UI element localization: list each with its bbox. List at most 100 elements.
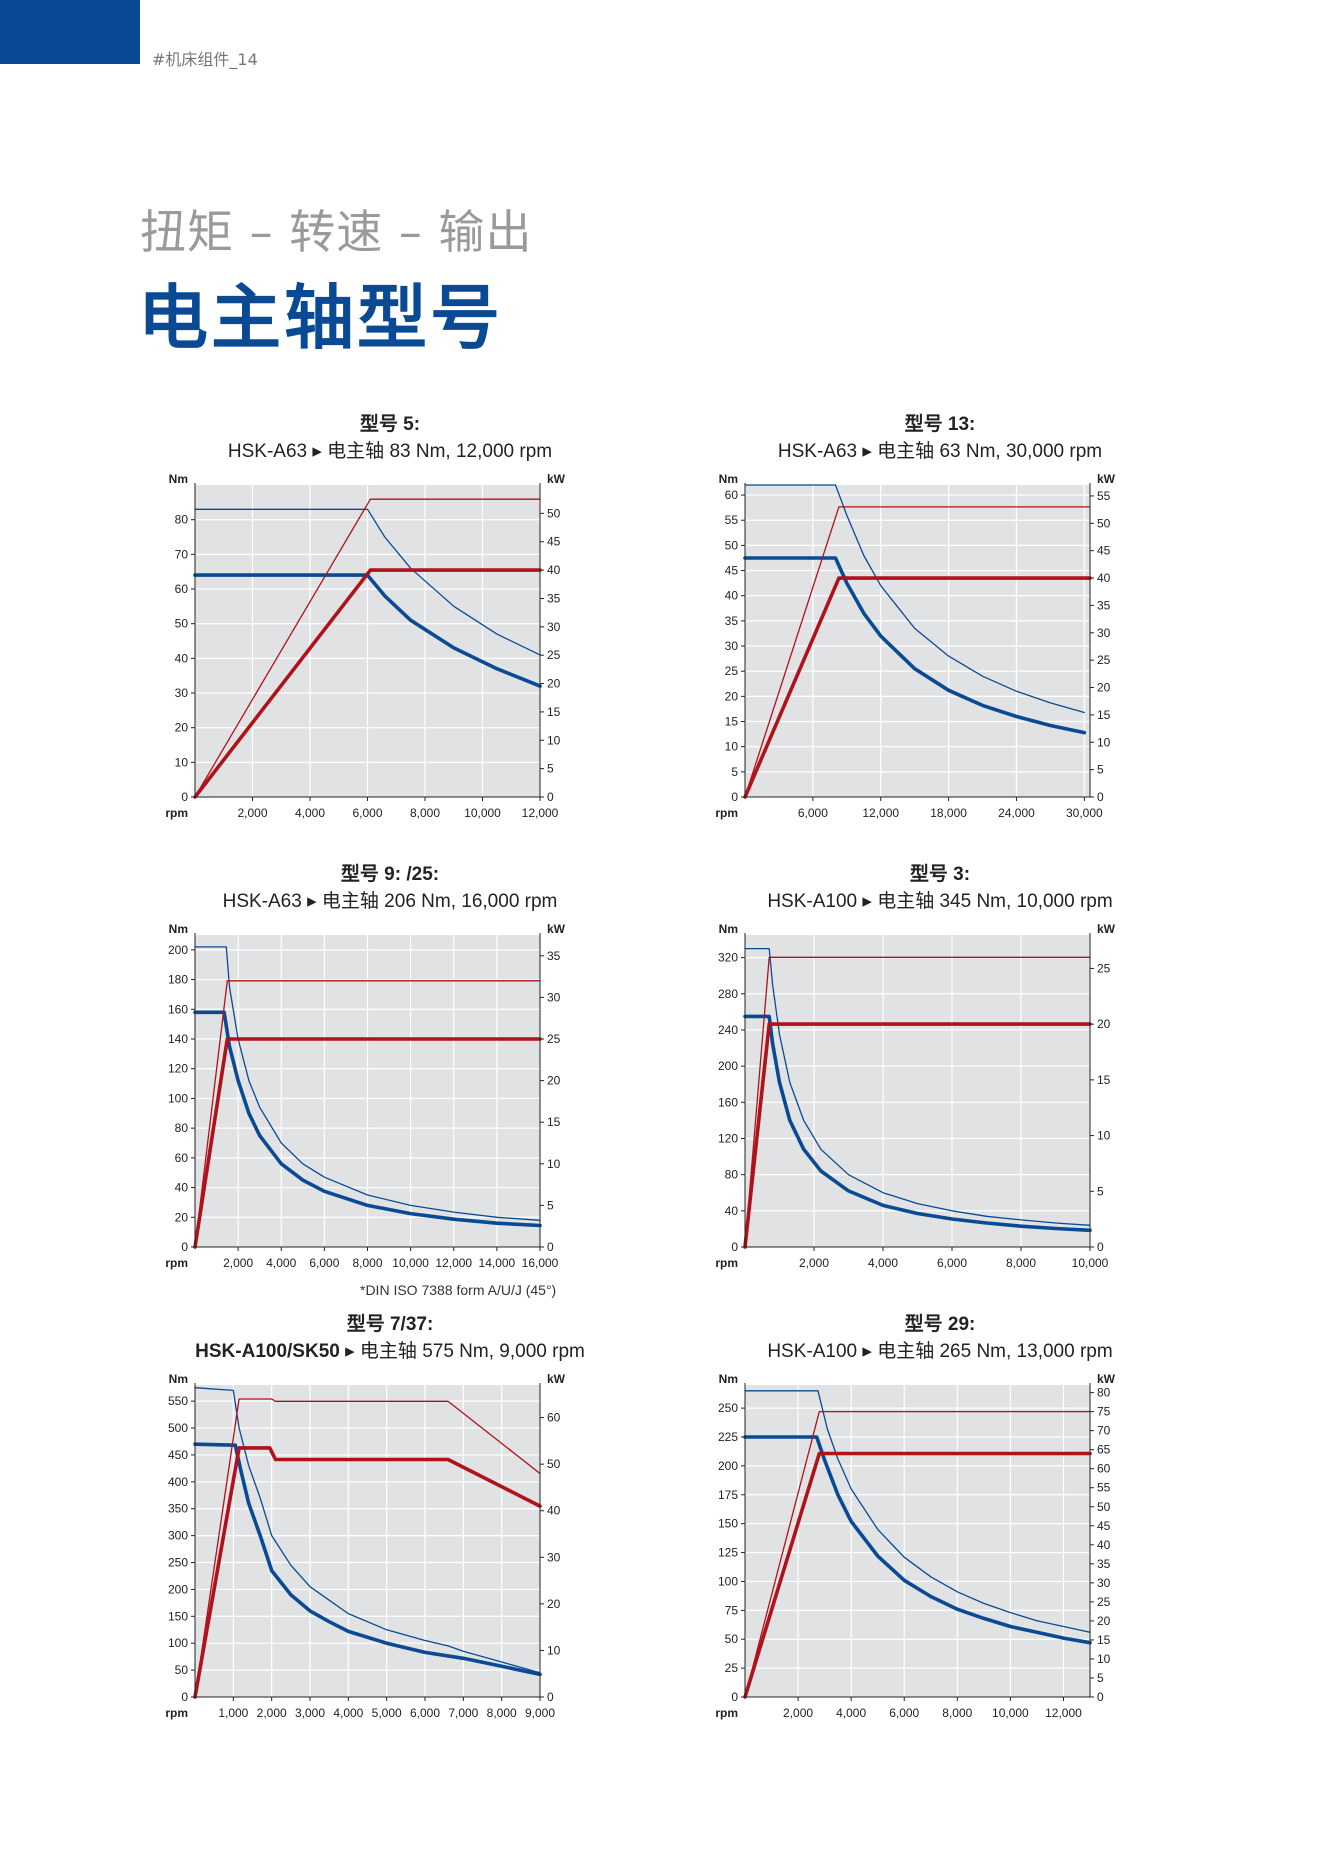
y2-tick-label: 30 [547, 990, 561, 1004]
chart-title: 型号 13: [905, 412, 976, 435]
y2-tick-label: 30 [547, 1550, 561, 1564]
y-tick-label: 75 [725, 1603, 739, 1617]
chart-title: 型号 7/37: [347, 1312, 434, 1335]
x-tick-label: 4,000 [868, 1256, 898, 1270]
y-axis-label: Nm [169, 472, 188, 486]
y-tick-label: 40 [175, 1181, 189, 1195]
x-axis-label: rpm [715, 1256, 738, 1270]
x-tick-label: 16,000 [522, 1256, 559, 1270]
y-tick-label: 50 [725, 538, 739, 552]
x-tick-label: 2,000 [799, 1256, 829, 1270]
y2-tick-label: 55 [1097, 489, 1111, 503]
y-tick-label: 15 [725, 715, 739, 729]
y-tick-label: 20 [175, 1210, 189, 1224]
power-curve-thin [744, 506, 1091, 798]
y2-tick-label: 40 [547, 563, 561, 577]
chart-model-13: 型号 13: HSK-A63 ▸ 电主轴 63 Nm, 30,000 rpm 0 5 1… [715, 412, 1116, 820]
chart-subtitle: HSK-A63 ▸ 电主轴 63 Nm, 30,000 rpm [778, 440, 1102, 462]
y-tick-label: 175 [718, 1488, 738, 1502]
y-tick-label: 240 [718, 1023, 738, 1037]
chart-title: 型号 9: /25: [341, 862, 439, 885]
power-curve-thick [743, 1451, 1092, 1699]
torque-curve-thick [743, 556, 1087, 735]
y2-tick-label: 10 [1097, 735, 1111, 749]
chart-subtitle-bold: HSK-A100/SK50 [195, 1341, 345, 1362]
y2-tick-label: 25 [547, 1032, 561, 1046]
y2-tick-label: 5 [1097, 1184, 1104, 1198]
power-curve-thin [194, 980, 541, 1248]
torque-curve-thin [194, 508, 541, 656]
plot-area [195, 1385, 540, 1697]
x-tick-label: 4,000 [266, 1256, 296, 1270]
page-title: 电主轴型号 [138, 277, 503, 359]
y2-tick-label: 15 [1097, 708, 1111, 722]
y-tick-label: 20 [725, 689, 739, 703]
y2-axis-label: kW [1097, 472, 1116, 486]
torque-curve-thin [744, 1390, 1091, 1633]
x-tick-label: 8,000 [487, 1706, 517, 1720]
y2-tick-label: 35 [1097, 598, 1111, 612]
y-tick-label: 80 [725, 1168, 739, 1182]
y2-tick-label: 50 [547, 506, 561, 520]
y2-tick-label: 20 [1097, 1017, 1111, 1031]
x-tick-label: 4,000 [295, 806, 325, 820]
y-axis-label: Nm [719, 922, 738, 936]
y2-tick-label: 0 [547, 1690, 554, 1704]
chart-subtitle: HSK-A100 ▸ 电主轴 345 Nm, 10,000 rpm [767, 890, 1112, 912]
y2-tick-label: 40 [1097, 1538, 1111, 1552]
y2-tick-label: 50 [547, 1457, 561, 1471]
y-tick-label: 0 [731, 1240, 738, 1254]
y2-tick-label: 35 [1097, 1557, 1111, 1571]
y-tick-label: 50 [175, 1663, 189, 1677]
torque-curve-thick [743, 1435, 1092, 1645]
y-tick-label: 280 [718, 987, 738, 1001]
x-tick-label: 2,000 [257, 1706, 287, 1720]
x-tick-label: 8,000 [1006, 1256, 1036, 1270]
y-tick-label: 500 [168, 1421, 188, 1435]
gridlines [745, 1385, 1090, 1697]
y-tick-label: 0 [181, 1690, 188, 1704]
x-tick-label: 6,000 [889, 1706, 919, 1720]
x-tick-label: 30,000 [1066, 806, 1103, 820]
y2-axis-label: kW [547, 1372, 566, 1386]
y-tick-label: 140 [168, 1032, 188, 1046]
din-footnote: *DIN ISO 7388 form A/U/J (45°) [360, 1282, 557, 1298]
y-tick-label: 20 [175, 721, 189, 735]
y2-tick-label: 5 [547, 762, 554, 776]
power-curve-thin [744, 956, 1091, 1248]
y-tick-label: 35 [725, 614, 739, 628]
y2-tick-label: 20 [547, 1597, 561, 1611]
gridlines [195, 935, 541, 1247]
x-tick-label: 12,000 [522, 806, 559, 820]
x-axis-label: rpm [165, 1256, 188, 1270]
x-tick-label: 6,000 [352, 806, 382, 820]
y-tick-label: 40 [175, 651, 189, 665]
y-tick-label: 200 [168, 943, 188, 957]
y2-tick-label: 30 [1097, 626, 1111, 640]
y-tick-label: 0 [731, 790, 738, 804]
y2-tick-label: 75 [1097, 1405, 1111, 1419]
torque-curve-thin [194, 946, 541, 1221]
torque-curve-thin [744, 484, 1085, 714]
x-tick-label: 10,000 [992, 1706, 1029, 1720]
y2-tick-label: 40 [547, 1504, 561, 1518]
y2-tick-label: 0 [1097, 790, 1104, 804]
y-tick-label: 55 [725, 513, 739, 527]
page-subtitle: 扭矩 – 转速 – 输出 [140, 205, 533, 259]
chart-model-9-25: 型号 9: /25: HSK-A63 ▸ 电主轴 206 Nm, 16,000 r… [165, 862, 565, 1270]
y-tick-label: 25 [725, 664, 739, 678]
chart-title: 型号 5: [360, 412, 420, 435]
y-tick-label: 180 [168, 973, 188, 987]
y2-tick-label: 5 [1097, 763, 1104, 777]
y2-tick-label: 80 [1097, 1386, 1111, 1400]
power-curve-thick [193, 1446, 542, 1699]
y2-tick-label: 10 [547, 733, 561, 747]
y-axis-label: Nm [719, 1372, 738, 1386]
y2-tick-label: 0 [547, 790, 554, 804]
y2-tick-label: 25 [1097, 1595, 1111, 1609]
power-curve-thick [193, 568, 542, 799]
x-tick-label: 6,000 [410, 1706, 440, 1720]
y-tick-label: 80 [175, 513, 189, 527]
x-tick-label: 10,000 [464, 806, 501, 820]
y2-tick-label: 30 [547, 620, 561, 634]
